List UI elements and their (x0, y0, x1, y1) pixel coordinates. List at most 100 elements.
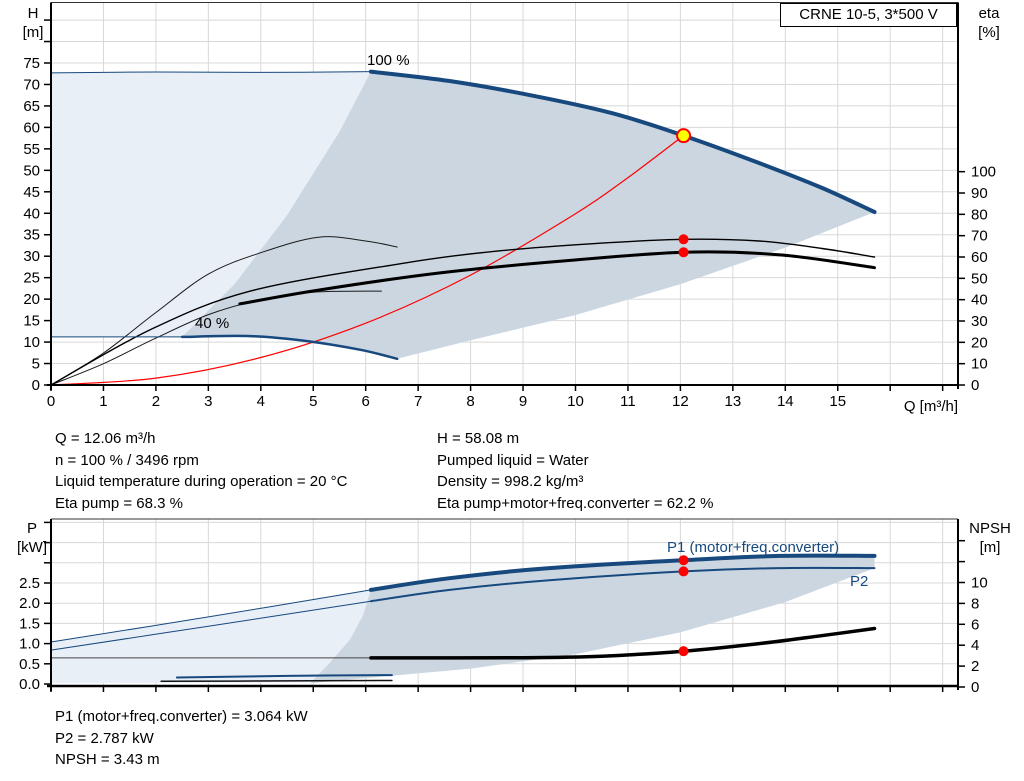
p-axis-title-line2: [kW] (17, 539, 47, 556)
x-axis-tick-label: 0 (47, 393, 55, 410)
info-h: H = 58.08 m (437, 430, 520, 447)
bottom-chart-canvas: 0.0 0.5 1.0 1.5 2.0 2.5 0 2 4 6 8 10 (19, 518, 988, 696)
x-axis-tick-label: 4 (257, 393, 265, 410)
x-axis-tick-label: 8 (466, 393, 474, 410)
duty-info-bottom: P1 (motor+freq.converter) = 3.064 kW P2 … (55, 706, 308, 771)
p1-point (678, 555, 689, 566)
x-axis-tick-label: 9 (519, 393, 527, 410)
left-axis-tick-label: 0.0 (19, 676, 40, 693)
x-axis-tick-label: 13 (725, 393, 742, 410)
eta-pump-point (678, 234, 689, 245)
info-npsh: NPSH = 3.43 m (55, 751, 160, 769)
h-axis-title-line1: H (27, 5, 39, 22)
left-axis-tick-label: 30 (23, 248, 40, 265)
right-axis-tick-label: 20 (971, 334, 988, 351)
npsh-axis-title-line2: [m] (979, 539, 1001, 556)
info-density: Density = 998.2 kg/m³ (437, 473, 584, 491)
right-axis-tick-label: 70 (971, 228, 988, 245)
left-axis-tick-label: 2.0 (19, 595, 40, 612)
right-axis-tick-label: 80 (971, 206, 988, 223)
info-n: n = 100 % / 3496 rpm (55, 451, 199, 469)
x-axis-tick-label: 2 (152, 393, 160, 410)
duty-info-left: Q = 12.06 m³/h n = 100 % / 3496 rpm Liqu… (55, 428, 347, 515)
series-envelope-top-line (50, 71, 372, 74)
x-axis-tick-label: 14 (777, 393, 794, 410)
top-chart-canvas: 0510152025303540455055606570750102030405… (23, 2, 996, 410)
left-axis-tick-label: 40 (23, 205, 40, 222)
npsh-axis-title-line1: NPSH (969, 520, 1011, 537)
right-axis-tick-label: 0 (971, 377, 979, 394)
p2-curve-label: P2 (850, 573, 869, 590)
series-system-curve-red (50, 135, 685, 386)
info-liquid-temp: Liquid temperature during operation = 20… (55, 473, 348, 491)
eta-axis-title: eta [%] (966, 4, 1012, 42)
left-axis-tick-label: 15 (23, 313, 40, 330)
duty-point (676, 128, 692, 144)
p-axis-title: P [kW] (8, 519, 56, 557)
speed-label-100: 100 % (367, 52, 410, 69)
series-eta-arc-tall (50, 236, 398, 386)
info-eta-pump: Eta pump = 68.3 % (55, 495, 183, 513)
left-axis-tick-label: 1.0 (19, 636, 40, 653)
left-axis-tick-label: 75 (23, 55, 40, 72)
info-p1: P1 (motor+freq.converter) = 3.064 kW (55, 708, 308, 725)
info-eta-total: Eta pump+motor+freq.converter = 62.2 % (437, 495, 714, 513)
left-axis-tick-label: 1.5 (19, 615, 40, 632)
h-axis-title: H [m] (12, 4, 54, 42)
right-axis-tick-label: 0 (971, 679, 979, 696)
x-axis-tick-label: 6 (362, 393, 370, 410)
right-axis-tick-label: 2 (971, 658, 979, 675)
duty-info-right: H = 58.08 m Pumped liquid = Water Densit… (437, 428, 713, 515)
series-p2-reduced (50, 600, 372, 651)
left-axis-tick-label: 2.5 (19, 575, 40, 592)
info-q: Q = 12.06 m³/h (55, 430, 156, 447)
left-axis-tick-label: 70 (23, 76, 40, 93)
x-axis-tick-label: 12 (672, 393, 689, 410)
left-axis-tick-label: 55 (23, 141, 40, 158)
left-axis-tick-label: 25 (23, 270, 40, 287)
left-axis-tick-label: 35 (23, 227, 40, 244)
series-npsh-40pct (160, 679, 393, 683)
npsh-axis-title: NPSH [m] (960, 519, 1020, 557)
x-axis-tick-label: 1 (99, 393, 107, 410)
power-envelope-mid (310, 555, 875, 684)
left-axis-tick-label: 5 (32, 356, 40, 373)
left-axis-tick-label: 10 (23, 334, 40, 351)
info-p2: P2 = 2.787 kW (55, 729, 154, 747)
series-pump-curve-40 (180, 334, 399, 361)
npsh-point (678, 646, 689, 657)
right-axis-tick-label: 6 (971, 616, 979, 633)
h-axis-title-line2: [m] (22, 24, 44, 41)
x-axis-tick-label: 11 (620, 393, 636, 410)
info-pumped-liquid: Pumped liquid = Water (437, 451, 589, 469)
series-p1-reduced (50, 589, 372, 643)
p2-point (678, 566, 689, 577)
x-axis-tick-label: 7 (414, 393, 422, 410)
x-axis-tick-label: 5 (309, 393, 317, 410)
left-axis-tick-label: 60 (23, 119, 40, 136)
right-axis-tick-label: 10 (971, 356, 988, 373)
left-axis-tick-label: 45 (23, 184, 40, 201)
eta-total-point (678, 247, 689, 258)
right-axis-tick-label: 50 (971, 270, 988, 287)
right-axis-tick-label: 40 (971, 292, 988, 309)
right-axis-tick-label: 10 (971, 575, 988, 592)
eta-axis-title-line1: eta (978, 5, 1000, 22)
series-p2-curve (369, 566, 876, 603)
series-eta-pump (50, 238, 876, 386)
series-p2-40pct (175, 674, 393, 679)
left-axis-tick-label: 0.5 (19, 656, 40, 673)
left-axis-tick-label: 65 (23, 98, 40, 115)
eta-axis-title-line2: [%] (978, 24, 1000, 41)
q-axis-title: Q [m³/h] (903, 398, 958, 415)
right-axis-tick-label: 100 (971, 164, 996, 181)
series-p1-curve (368, 553, 877, 592)
right-axis-tick-label: 90 (971, 185, 988, 202)
left-axis-tick-label: 20 (23, 291, 40, 308)
right-axis-tick-label: 4 (971, 637, 979, 654)
p1-curve-label: P1 (motor+freq.converter) (667, 539, 840, 556)
right-axis-tick-label: 60 (971, 249, 988, 266)
x-axis-tick-label: 10 (567, 393, 584, 410)
p-axis-title-line1: P (26, 520, 37, 537)
